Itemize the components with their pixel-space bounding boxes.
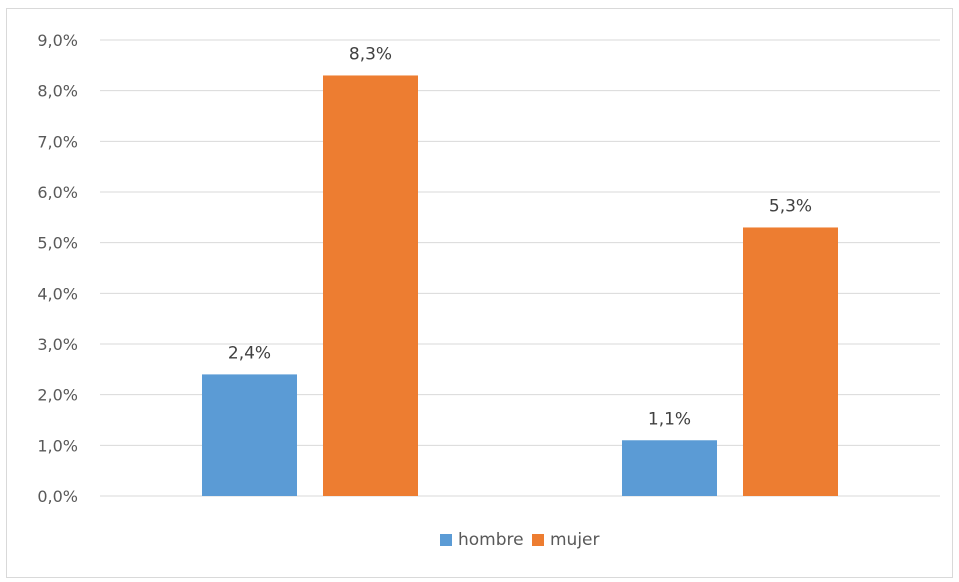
y-tick-label: 6,0%	[37, 183, 78, 202]
bar-hombre	[622, 440, 717, 496]
bar-mujer	[323, 75, 418, 496]
data-label-mujer: 8,3%	[349, 44, 392, 64]
legend: hombre mujer	[440, 530, 600, 550]
y-tick-label: 7,0%	[37, 132, 78, 151]
data-label-mujer: 5,3%	[769, 196, 812, 216]
y-tick-label: 3,0%	[37, 335, 78, 354]
y-tick-label: 4,0%	[37, 284, 78, 303]
data-label-hombre: 1,1%	[648, 409, 691, 429]
legend-swatch-mujer	[532, 534, 544, 546]
y-tick-label: 9,0%	[37, 31, 78, 50]
y-tick-label: 1,0%	[37, 436, 78, 455]
legend-label-hombre: hombre	[458, 530, 524, 550]
y-tick-label: 0,0%	[37, 487, 78, 506]
legend-swatch-hombre	[440, 534, 452, 546]
y-tick-label: 8,0%	[37, 82, 78, 101]
bar-hombre	[202, 374, 297, 496]
legend-label-mujer: mujer	[550, 530, 600, 550]
y-tick-label: 2,0%	[37, 386, 78, 405]
data-label-hombre: 2,4%	[228, 343, 271, 363]
data-labels: 2,4% 8,3% 1,1% 5,3%	[228, 44, 812, 429]
bar-mujer	[743, 227, 838, 496]
y-tick-label: 5,0%	[37, 234, 78, 253]
y-axis-tick-labels: 0,0% 1,0% 2,0% 3,0% 4,0% 5,0% 6,0% 7,0% 8,0% 9,0%	[37, 31, 78, 506]
bars	[202, 75, 838, 496]
